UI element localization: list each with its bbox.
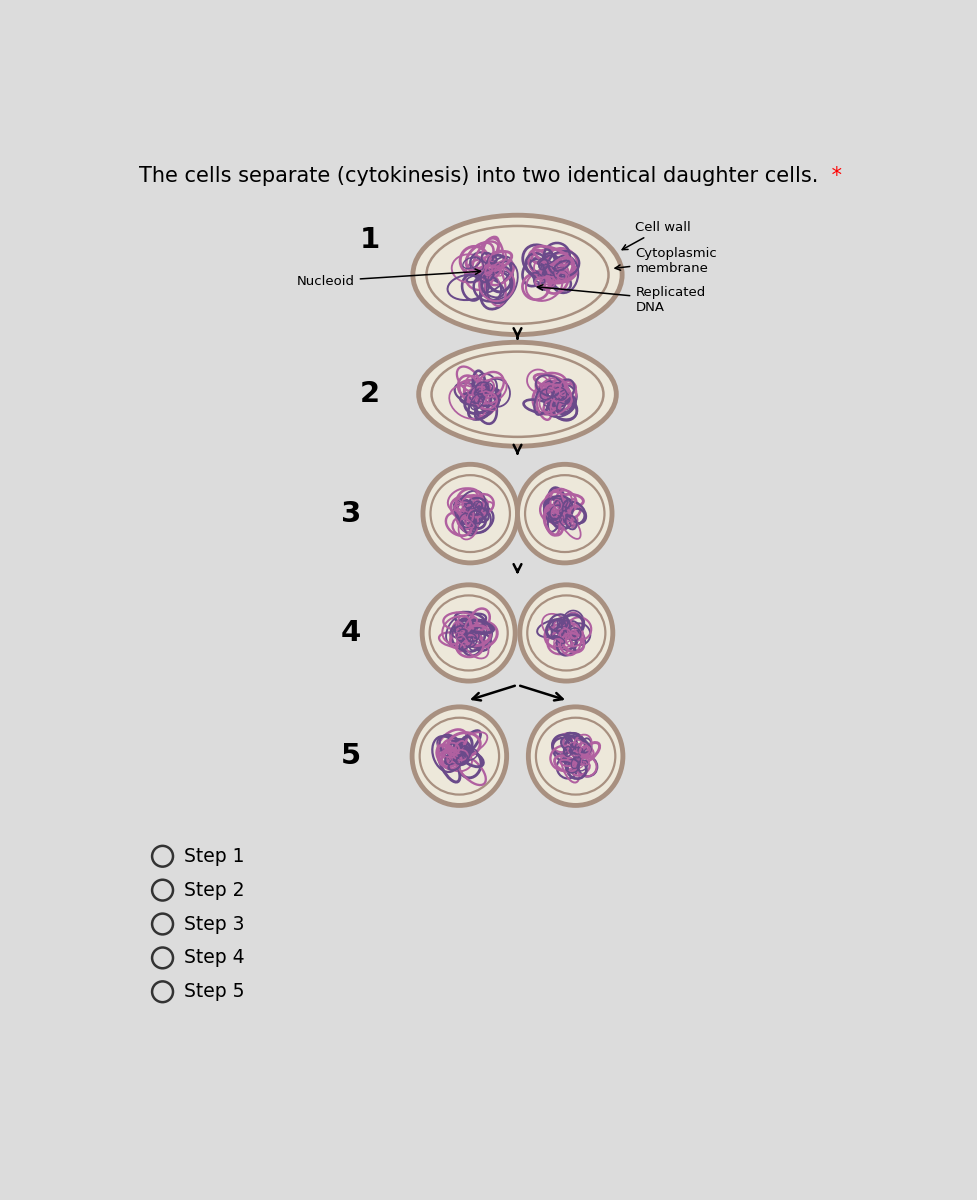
Ellipse shape [422,464,517,563]
Text: Step 3: Step 3 [184,914,244,934]
Ellipse shape [517,464,612,563]
Text: Cell wall: Cell wall [621,221,691,250]
Ellipse shape [528,707,622,805]
Text: Cytoplasmic
membrane: Cytoplasmic membrane [615,247,716,275]
Text: 3: 3 [340,499,361,528]
Text: The cells separate (cytokinesis) into two identical daughter cells.: The cells separate (cytokinesis) into tw… [139,166,818,186]
Text: 5: 5 [340,742,361,770]
Ellipse shape [411,707,506,805]
Text: 1: 1 [360,227,380,254]
Text: Nucleoid: Nucleoid [296,269,480,288]
Text: 2: 2 [360,380,380,408]
Ellipse shape [422,584,515,682]
Text: *: * [825,166,841,186]
Text: Step 4: Step 4 [184,948,244,967]
Ellipse shape [412,215,621,335]
Text: Step 2: Step 2 [184,881,244,900]
Ellipse shape [418,342,616,446]
Text: 4: 4 [340,619,361,647]
Ellipse shape [520,584,613,682]
Text: Step 5: Step 5 [184,983,244,1001]
Text: Replicated
DNA: Replicated DNA [537,284,704,313]
Text: Step 1: Step 1 [184,847,244,865]
